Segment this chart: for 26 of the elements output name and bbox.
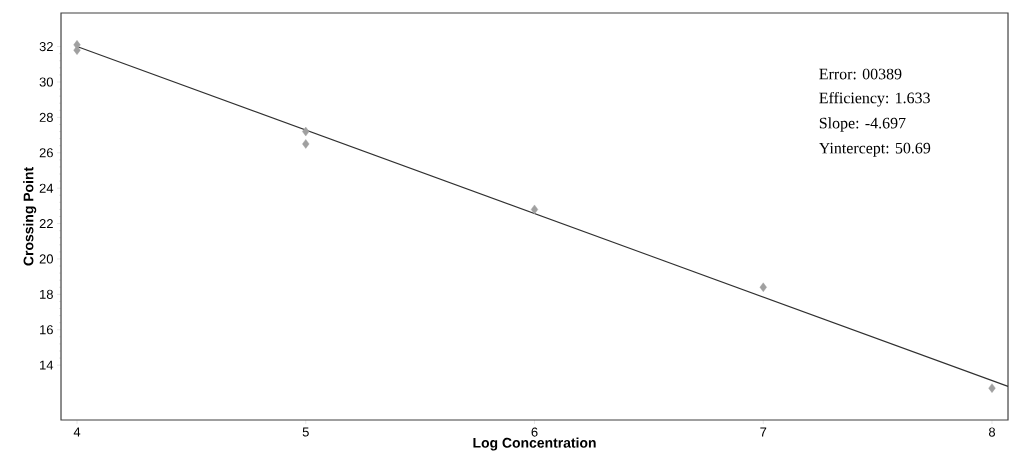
point	[302, 139, 310, 149]
annotation: Yintercept: 50.69	[818, 142, 931, 157]
y-tick-label: 28	[39, 112, 53, 122]
x-tick-label: 6	[531, 427, 538, 437]
y-tick-label: 18	[40, 289, 53, 299]
point	[302, 126, 310, 137]
y-tick-label: 20	[39, 254, 53, 264]
y-tick-label: 14	[40, 360, 54, 370]
y-tick-label: 32	[39, 42, 53, 52]
y-tick-label: 26	[39, 148, 53, 158]
y-tick-label: 16	[40, 325, 53, 335]
y-tick-label: 22	[39, 219, 53, 229]
x-tick-label: 7	[760, 427, 767, 437]
annotation: Error: 00389	[819, 68, 902, 80]
x-tick-label: 4	[73, 427, 81, 437]
y-tick-label: 30	[39, 77, 53, 87]
point	[988, 383, 996, 393]
x-axis-title: Log Concentration	[473, 437, 596, 451]
point	[530, 204, 539, 215]
x-tick-label: 5	[302, 427, 309, 437]
y-tick-label: 24	[39, 183, 54, 193]
point	[759, 282, 767, 292]
annotation: Efficiency: 1.633	[819, 91, 930, 107]
x-tick-label: 8	[988, 427, 996, 437]
annotation: Slope: -4.697	[819, 117, 906, 132]
y-axis-title: Crossing Point	[23, 167, 37, 266]
